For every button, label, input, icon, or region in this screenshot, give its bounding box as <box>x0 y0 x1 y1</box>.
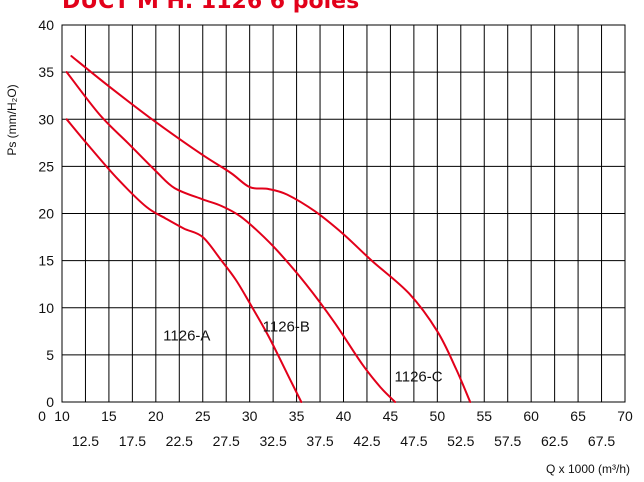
x-tick-label-minor: 12.5 <box>72 433 99 449</box>
x-tick-label-major: 25 <box>195 408 211 424</box>
x-tick-label-major: 70 <box>617 408 633 424</box>
x-tick-label-major: 15 <box>101 408 117 424</box>
y-tick-label: 15 <box>38 253 54 269</box>
series-line-1126-a <box>65 118 303 403</box>
series-line-1126-b <box>65 71 397 403</box>
y-tick-label: 0 <box>46 394 54 410</box>
y-tick-label: 10 <box>38 300 54 316</box>
y-tick-label: 25 <box>38 158 54 174</box>
series-line-1126-c <box>70 55 472 403</box>
x-tick-label-minor: 32.5 <box>260 433 287 449</box>
x-tick-label-major: 20 <box>148 408 164 424</box>
x-tick-label-major: 55 <box>476 408 492 424</box>
x-tick-label-major: 0 <box>38 408 46 424</box>
x-tick-label-minor: 27.5 <box>213 433 240 449</box>
x-tick-label-minor: 57.5 <box>494 433 521 449</box>
series-label-1126-c: 1126-C <box>395 368 443 385</box>
y-tick-label: 35 <box>38 64 54 80</box>
x-tick-label-minor: 67.5 <box>588 433 615 449</box>
chart-title: DUCT M H. 1126 6 poles <box>62 0 359 14</box>
x-tick-label-major: 45 <box>383 408 399 424</box>
series-label-1126-a: 1126-A <box>163 328 210 345</box>
chart-labels: 1126-A 1126-B 1126-C <box>163 318 443 385</box>
x-tick-label-minor: 47.5 <box>400 433 427 449</box>
x-tick-label-minor: 62.5 <box>541 433 568 449</box>
x-tick-label-major: 60 <box>523 408 539 424</box>
y-axis-label: Ps (mm/H₂O) <box>5 84 19 155</box>
chart-grid <box>61 24 626 403</box>
y-tick-label: 40 <box>38 17 54 33</box>
y-tick-label: 30 <box>38 111 54 127</box>
x-tick-label-major: 50 <box>430 408 446 424</box>
x-tick-label-major: 40 <box>336 408 352 424</box>
x-tick-label-minor: 52.5 <box>447 433 474 449</box>
x-tick-label-minor: 37.5 <box>306 433 333 449</box>
x-tick-label-major: 35 <box>289 408 305 424</box>
series-label-1126-b: 1126-B <box>263 318 310 335</box>
x-tick-label-minor: 17.5 <box>119 433 146 449</box>
chart-series <box>65 55 472 403</box>
x-tick-label-major: 10 <box>54 408 70 424</box>
x-axis-label: Q x 1000 (m³/h) <box>546 462 630 476</box>
y-tick-label: 5 <box>46 347 54 363</box>
x-tick-label-major: 65 <box>570 408 586 424</box>
x-tick-label-major: 30 <box>242 408 258 424</box>
x-tick-label-minor: 22.5 <box>166 433 193 449</box>
plot-frame <box>61 24 626 403</box>
x-tick-label-minor: 42.5 <box>353 433 380 449</box>
y-tick-label: 20 <box>38 206 54 222</box>
